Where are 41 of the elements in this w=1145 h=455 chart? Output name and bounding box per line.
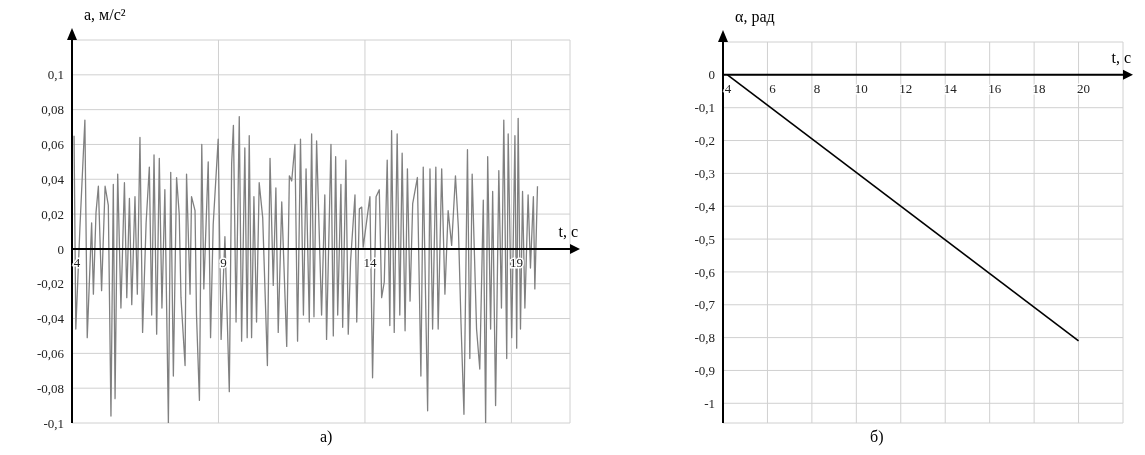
y-tick-label: -0,3 xyxy=(694,165,715,181)
x-tick-label: 12 xyxy=(899,80,913,96)
y-tick-label: 0,1 xyxy=(47,67,64,83)
x-tick-label: 14 xyxy=(943,80,958,96)
y-tick-label: -0,9 xyxy=(694,363,715,379)
y-tick-label: -0,04 xyxy=(36,311,65,327)
y-tick-label: 0,06 xyxy=(41,137,65,153)
y-tick-label: 0 xyxy=(57,241,64,257)
y-tick-label: 0,08 xyxy=(41,102,64,118)
y-tick-label: -0,4 xyxy=(694,198,716,214)
text: а) xyxy=(320,428,333,446)
x-tick-label: 4 xyxy=(724,80,732,96)
y-tick-label: -0,08 xyxy=(36,380,64,396)
y-tick-label: 0 xyxy=(708,67,715,83)
x-tick-label: 20 xyxy=(1077,80,1091,96)
y-tick-label: -0,1 xyxy=(43,415,64,431)
y-tick-label: -0,8 xyxy=(694,330,715,346)
x-tick-label: 6 xyxy=(769,80,777,96)
x-axis-title: t, с xyxy=(558,222,578,241)
y-axis-title: a, м/с² xyxy=(84,6,126,24)
x-tick-label: 8 xyxy=(813,80,821,96)
x-tick-label: 14 xyxy=(363,254,377,270)
y-axis-title: α, рад xyxy=(735,8,775,26)
y-tick-label: -0,1 xyxy=(694,100,715,116)
x-tick-label: 9 xyxy=(220,254,227,270)
text: б) xyxy=(870,428,884,446)
line-series xyxy=(73,115,539,423)
y-tick-label: -0,02 xyxy=(36,276,64,292)
y-tick-label: -0,06 xyxy=(36,345,65,361)
y-tick-label: -0,5 xyxy=(694,231,715,247)
y-tick-label: -0,7 xyxy=(694,297,716,313)
x-tick-label: 4 xyxy=(73,254,81,270)
y-tick-label: 0,04 xyxy=(41,171,65,187)
x-axis-title: t, с xyxy=(1111,48,1131,67)
y-tick-label: -0,6 xyxy=(694,264,716,280)
x-tick-label: 16 xyxy=(988,80,1002,96)
y-tick-label: 0,02 xyxy=(41,206,64,222)
y-tick-label: -0,2 xyxy=(694,133,715,149)
x-tick-label: 10 xyxy=(854,80,868,96)
x-tick-label: 18 xyxy=(1032,80,1046,96)
y-tick-label: -1 xyxy=(704,395,715,411)
